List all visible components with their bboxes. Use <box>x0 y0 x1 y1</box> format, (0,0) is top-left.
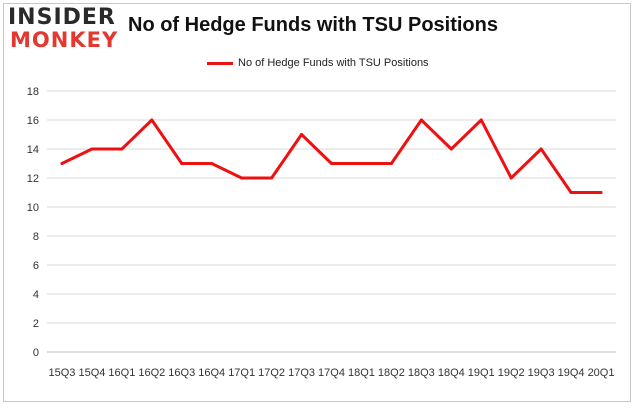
x-tick-label: 19Q3 <box>528 367 555 379</box>
data-point <box>449 147 453 151</box>
data-point <box>60 162 64 165</box>
x-tick-label: 17Q1 <box>228 367 255 379</box>
y-tick-label: 16 <box>27 115 39 127</box>
x-tick-label: 15Q3 <box>49 367 76 379</box>
x-tick-label: 17Q3 <box>288 367 315 379</box>
legend-label: No of Hedge Funds with TSU Positions <box>238 57 429 69</box>
y-tick-label: 6 <box>33 260 39 272</box>
x-tick-label: 20Q1 <box>588 367 615 379</box>
y-tick-label: 18 <box>27 86 39 98</box>
chart-title: No of Hedge Funds with TSU Positions <box>128 14 498 36</box>
grid-layer <box>47 90 616 353</box>
series-line-0 <box>60 118 603 194</box>
data-point <box>90 147 94 151</box>
chart-frame <box>3 3 631 402</box>
data-point <box>539 147 543 151</box>
series-layer <box>60 118 603 194</box>
x-tick-label: 19Q1 <box>468 367 495 379</box>
y-tick-label: 0 <box>33 347 39 359</box>
x-tick-label: 16Q1 <box>108 367 135 379</box>
y-tick-label: 2 <box>33 318 39 330</box>
x-tick-label: 18Q4 <box>438 367 465 379</box>
y-tick-label: 12 <box>27 173 39 185</box>
data-point <box>210 162 214 165</box>
data-point <box>240 176 244 180</box>
x-tick-label: 16Q4 <box>198 367 225 379</box>
data-point <box>509 176 513 180</box>
data-point <box>300 133 304 136</box>
data-point <box>479 118 483 122</box>
chart-legend: No of Hedge Funds with TSU Positions <box>207 56 429 70</box>
x-tick-label: 16Q2 <box>138 367 165 379</box>
data-point <box>120 147 124 151</box>
data-point <box>330 162 333 165</box>
x-tick-label: 18Q2 <box>378 367 405 379</box>
x-tick-label: 19Q4 <box>558 367 585 379</box>
y-tick-label: 8 <box>33 231 39 243</box>
data-point <box>599 191 603 194</box>
x-tick-label: 18Q3 <box>408 367 435 379</box>
logo-line-1: INSIDER <box>8 5 116 30</box>
data-point <box>270 176 274 180</box>
data-point <box>389 162 393 165</box>
x-tick-label: 17Q2 <box>258 367 285 379</box>
y-tick-label: 14 <box>27 144 39 156</box>
data-point <box>419 118 423 122</box>
x-tick-label: 19Q2 <box>498 367 525 379</box>
data-point <box>569 191 573 194</box>
y-tick-label: 10 <box>27 202 39 214</box>
x-tick-label: 16Q3 <box>168 367 195 379</box>
data-point <box>150 118 154 122</box>
data-point <box>180 162 184 165</box>
logo-line-2: MONKEY <box>10 28 119 52</box>
data-point <box>359 162 363 165</box>
legend-line-swatch <box>207 61 233 65</box>
x-tick-label: 15Q4 <box>78 367 105 379</box>
x-tick-label: 18Q1 <box>348 367 375 379</box>
x-tick-label: 17Q4 <box>318 367 345 379</box>
y-tick-label: 4 <box>33 289 39 301</box>
insider-monkey-logo: INSIDER MONKEY <box>8 5 120 55</box>
